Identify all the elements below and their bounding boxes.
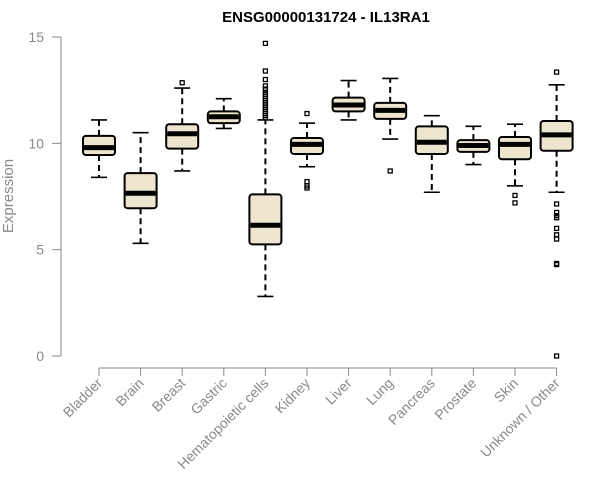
outlier-point (553, 215, 560, 221)
box (165, 123, 200, 150)
box-group (539, 69, 574, 359)
y-tick-label: 0 (36, 348, 44, 364)
x-tick-label: Lung (363, 375, 396, 408)
box-group (165, 80, 200, 172)
x-tick-label: Unknown / Other (477, 375, 563, 461)
y-axis: 0 5 10 15 (28, 29, 62, 364)
box (123, 172, 158, 210)
x-tick-label: Breast (148, 375, 188, 415)
outlier-point (553, 353, 560, 359)
outlier-point (553, 261, 560, 268)
x-tick-label: Brain (112, 375, 146, 409)
y-tick-label: 15 (28, 29, 44, 45)
box (248, 193, 283, 246)
outlier-point (262, 86, 269, 92)
outlier-point (553, 201, 560, 207)
outlier-point (553, 232, 560, 238)
box-group (373, 77, 408, 174)
outlier-point (387, 168, 393, 174)
box (498, 135, 532, 161)
x-tick-label: Skin (491, 375, 522, 406)
box-group (414, 114, 449, 194)
box-group (123, 131, 158, 245)
outlier-point (512, 200, 518, 206)
outlier-point (262, 68, 269, 74)
outlier-point (262, 115, 269, 121)
outlier-point (304, 178, 310, 185)
outlier-point (553, 236, 560, 242)
box-group (456, 125, 491, 166)
y-tick-label: 5 (36, 242, 44, 258)
box-group (290, 110, 324, 191)
outlier-point (304, 110, 310, 117)
outlier-point (553, 225, 560, 232)
y-tick-label: 10 (28, 135, 44, 151)
outlier-point (262, 76, 269, 83)
box-group (331, 79, 366, 121)
box-group (82, 119, 116, 179)
x-tick-label: Bladder (60, 375, 106, 421)
outlier-point (262, 83, 269, 89)
chart-title: ENSG00000131724 - IL13RA1 (222, 9, 430, 26)
outlier-point (304, 185, 310, 191)
outlier-point (553, 209, 560, 216)
x-tick-label: Prostate (431, 375, 479, 423)
outlier-point (262, 40, 269, 47)
box-group (248, 40, 283, 298)
x-tick-label: Liver (322, 375, 355, 408)
box-group (498, 123, 532, 206)
box-group (206, 97, 241, 130)
outlier-point (553, 69, 560, 75)
y-axis-label: Expression (0, 159, 17, 233)
outlier-point (512, 192, 518, 199)
boxes-group (82, 40, 574, 359)
outlier-point (179, 80, 185, 86)
x-tick-label: Kidney (272, 375, 314, 417)
